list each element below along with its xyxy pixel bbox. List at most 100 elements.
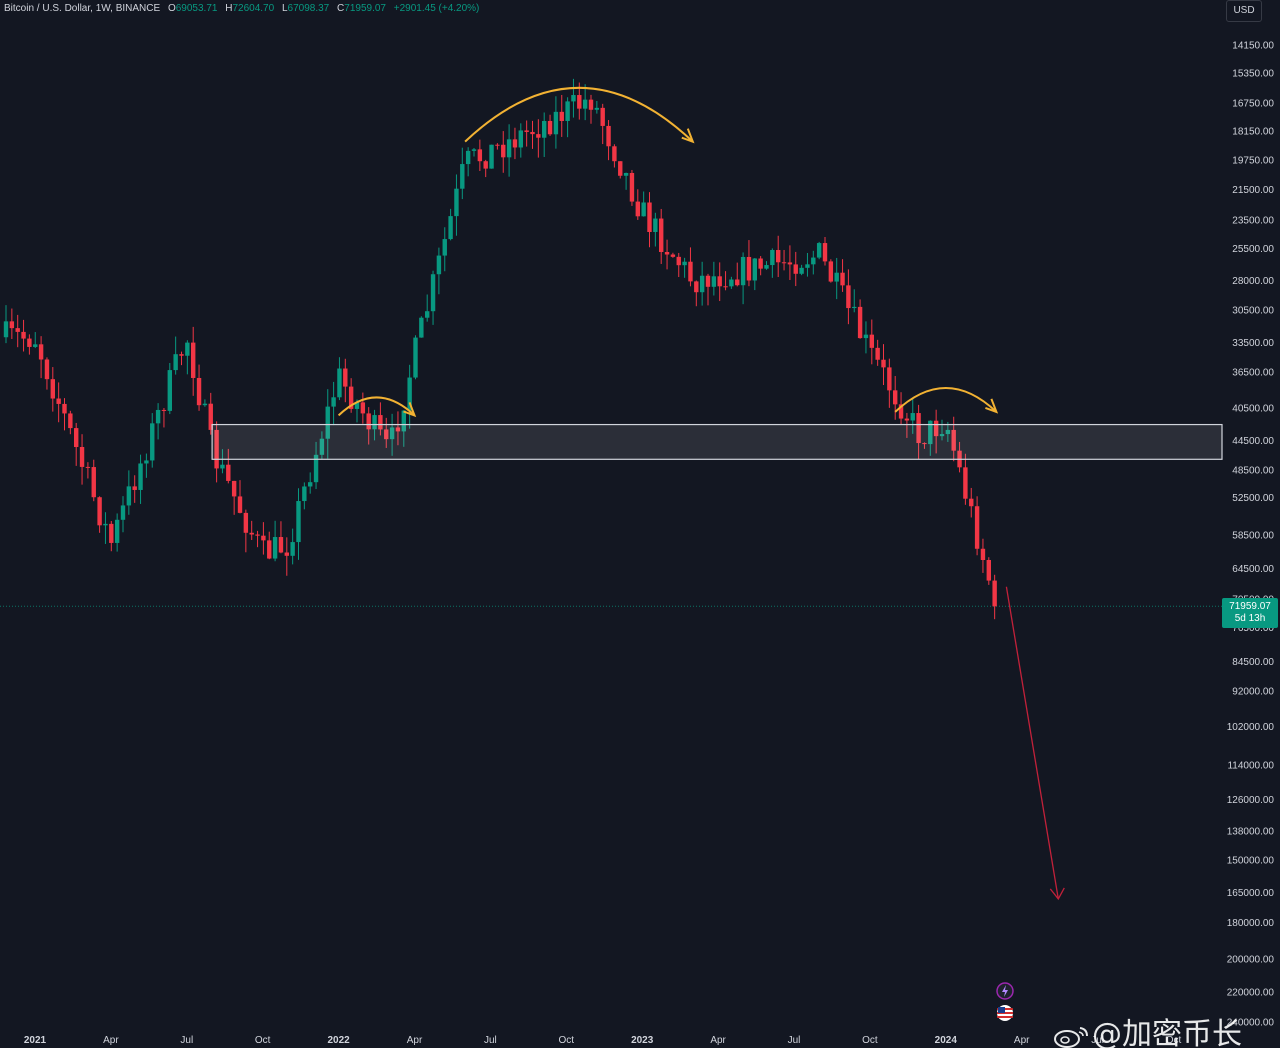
candle-body: [331, 397, 336, 407]
trend-arc-arrow[interactable]: [464, 87, 694, 143]
candle-body: [378, 415, 383, 430]
lightning-icon[interactable]: [996, 982, 1014, 1000]
y-tick-label: 220000.00: [1227, 987, 1275, 998]
candle-body: [846, 285, 851, 309]
x-tick-label: Jul: [788, 1035, 801, 1046]
candle-body: [483, 161, 488, 169]
candle-body: [74, 428, 79, 448]
candle-body: [460, 164, 465, 189]
candle-body: [606, 125, 611, 147]
candle-body: [155, 409, 161, 424]
candle-body: [114, 519, 120, 543]
candle-body: [27, 338, 32, 347]
candle-body: [811, 257, 816, 265]
candle-body: [442, 239, 447, 256]
candle-body: [495, 144, 500, 146]
candle-body: [717, 276, 722, 287]
candle-body: [881, 359, 886, 368]
candle-body: [770, 250, 775, 266]
candle-body: [284, 552, 289, 556]
candle-body: [939, 434, 945, 437]
candle-body: [348, 386, 354, 409]
candle-body: [893, 390, 898, 405]
candle-body: [454, 188, 459, 217]
arrow-head: [1049, 887, 1065, 901]
x-tick-label: Apr: [103, 1035, 119, 1046]
candle-body: [951, 429, 956, 451]
currency-button[interactable]: USD: [1226, 0, 1262, 22]
candle-body: [828, 261, 834, 282]
candle-body: [132, 486, 137, 490]
candle-body: [9, 321, 15, 329]
x-tick-label: 2022: [327, 1035, 350, 1046]
candle-body: [664, 251, 670, 255]
open-label: O: [167, 3, 176, 14]
candle-body: [530, 131, 535, 135]
candle-body: [582, 99, 588, 109]
y-tick-label: 200000.00: [1227, 955, 1275, 966]
candle-body: [659, 218, 664, 252]
x-tick-label: 2024: [935, 1035, 958, 1046]
candle-body: [840, 272, 845, 286]
candle-body: [501, 144, 506, 158]
last-price-tag: 71959.07 5d 13h: [1222, 598, 1278, 628]
candle-body: [647, 202, 652, 232]
open-value: 69053.71: [175, 3, 218, 14]
y-tick-label: 30500.00: [1232, 306, 1274, 317]
candle-body: [694, 281, 699, 293]
candle-body: [992, 580, 997, 607]
candle-body: [776, 250, 781, 263]
y-tick-label: 165000.00: [1227, 888, 1275, 899]
candle-body: [705, 275, 711, 287]
candle-body: [185, 342, 190, 356]
y-tick-label: 102000.00: [1227, 722, 1275, 733]
candle-body: [425, 311, 430, 318]
candle-body: [963, 467, 968, 499]
candle-body: [33, 344, 38, 347]
candle-body: [243, 512, 249, 533]
x-tick-label: Apr: [710, 1035, 726, 1046]
y-tick-label: 21500.00: [1232, 185, 1274, 196]
candle-body: [325, 406, 330, 439]
y-tick-label: 14150.00: [1232, 41, 1274, 52]
candle-body: [670, 254, 676, 257]
y-tick-label: 28000.00: [1232, 276, 1274, 287]
us-flag-icon[interactable]: [996, 1004, 1014, 1022]
candle-body: [167, 370, 172, 411]
candle-body: [120, 505, 126, 520]
arrow-head: [985, 398, 999, 414]
candle-layer: [3, 78, 997, 620]
candle-body: [272, 537, 278, 559]
projection-arrow[interactable]: [1005, 586, 1059, 900]
y-tick-label: 64500.00: [1232, 564, 1274, 575]
candle-body: [676, 256, 681, 266]
y-tick-label: 58500.00: [1232, 530, 1274, 541]
candle-body: [196, 377, 202, 406]
candle-body: [389, 427, 395, 440]
candle-body: [793, 264, 798, 274]
candle-body: [542, 120, 547, 138]
candle-body: [740, 256, 746, 286]
candle-body: [974, 506, 980, 549]
trend-arc-arrow[interactable]: [894, 386, 998, 413]
candle-body: [62, 403, 67, 414]
candle-body: [577, 95, 582, 109]
y-tick-label: 92000.00: [1232, 687, 1274, 698]
candle-body: [249, 532, 254, 535]
candle-body: [869, 334, 874, 348]
candle-body: [805, 264, 810, 268]
support-zone[interactable]: [211, 423, 1223, 460]
y-tick-label: 40500.00: [1232, 403, 1274, 414]
candle-body: [372, 415, 377, 430]
candle-body: [430, 274, 436, 312]
candle-body: [465, 150, 471, 165]
y-tick-label: 25500.00: [1232, 244, 1274, 255]
candle-body: [407, 377, 412, 411]
candle-body: [559, 111, 564, 122]
trend-arc-arrow[interactable]: [337, 396, 416, 417]
candle-body: [600, 107, 605, 126]
candle-body: [723, 286, 728, 288]
candle-body: [109, 523, 114, 543]
candle-body: [857, 306, 863, 339]
